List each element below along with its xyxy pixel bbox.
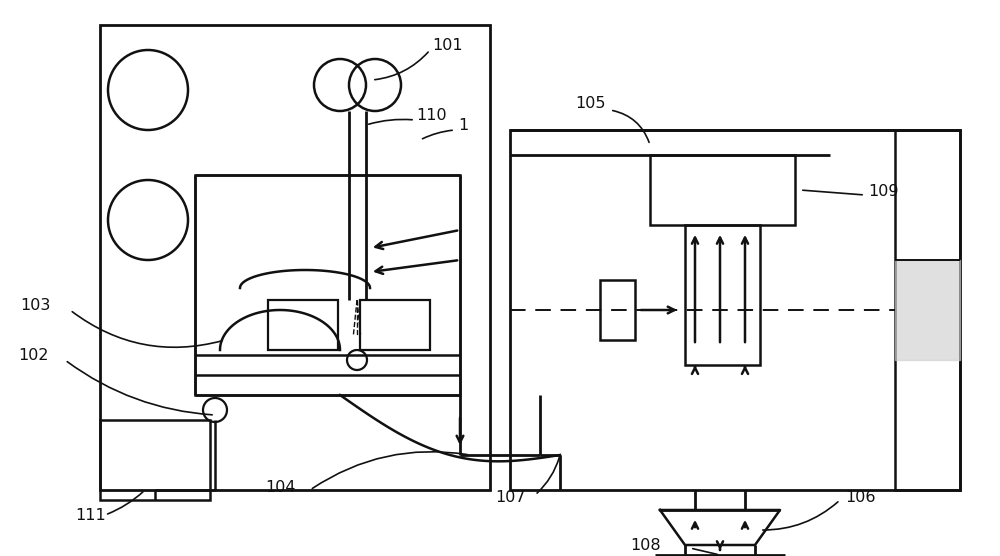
Bar — [195, 175, 460, 395]
Text: 105: 105 — [575, 96, 606, 111]
Text: 109: 109 — [868, 185, 898, 200]
Bar — [895, 130, 960, 490]
Bar — [268, 300, 338, 350]
Text: 1: 1 — [458, 118, 468, 133]
Text: 111: 111 — [75, 509, 106, 524]
Bar — [100, 25, 490, 490]
Text: 110: 110 — [416, 107, 447, 122]
Text: 104: 104 — [265, 480, 296, 495]
Bar — [100, 420, 210, 500]
Bar — [360, 300, 430, 350]
Bar — [650, 155, 795, 225]
Text: 102: 102 — [18, 348, 48, 363]
Bar — [685, 225, 760, 365]
Text: 106: 106 — [845, 489, 876, 504]
Bar — [600, 280, 635, 340]
Bar — [510, 130, 960, 490]
Text: 107: 107 — [495, 489, 526, 504]
Text: 108: 108 — [630, 539, 661, 554]
Text: 103: 103 — [20, 297, 50, 312]
Text: 101: 101 — [432, 37, 463, 52]
